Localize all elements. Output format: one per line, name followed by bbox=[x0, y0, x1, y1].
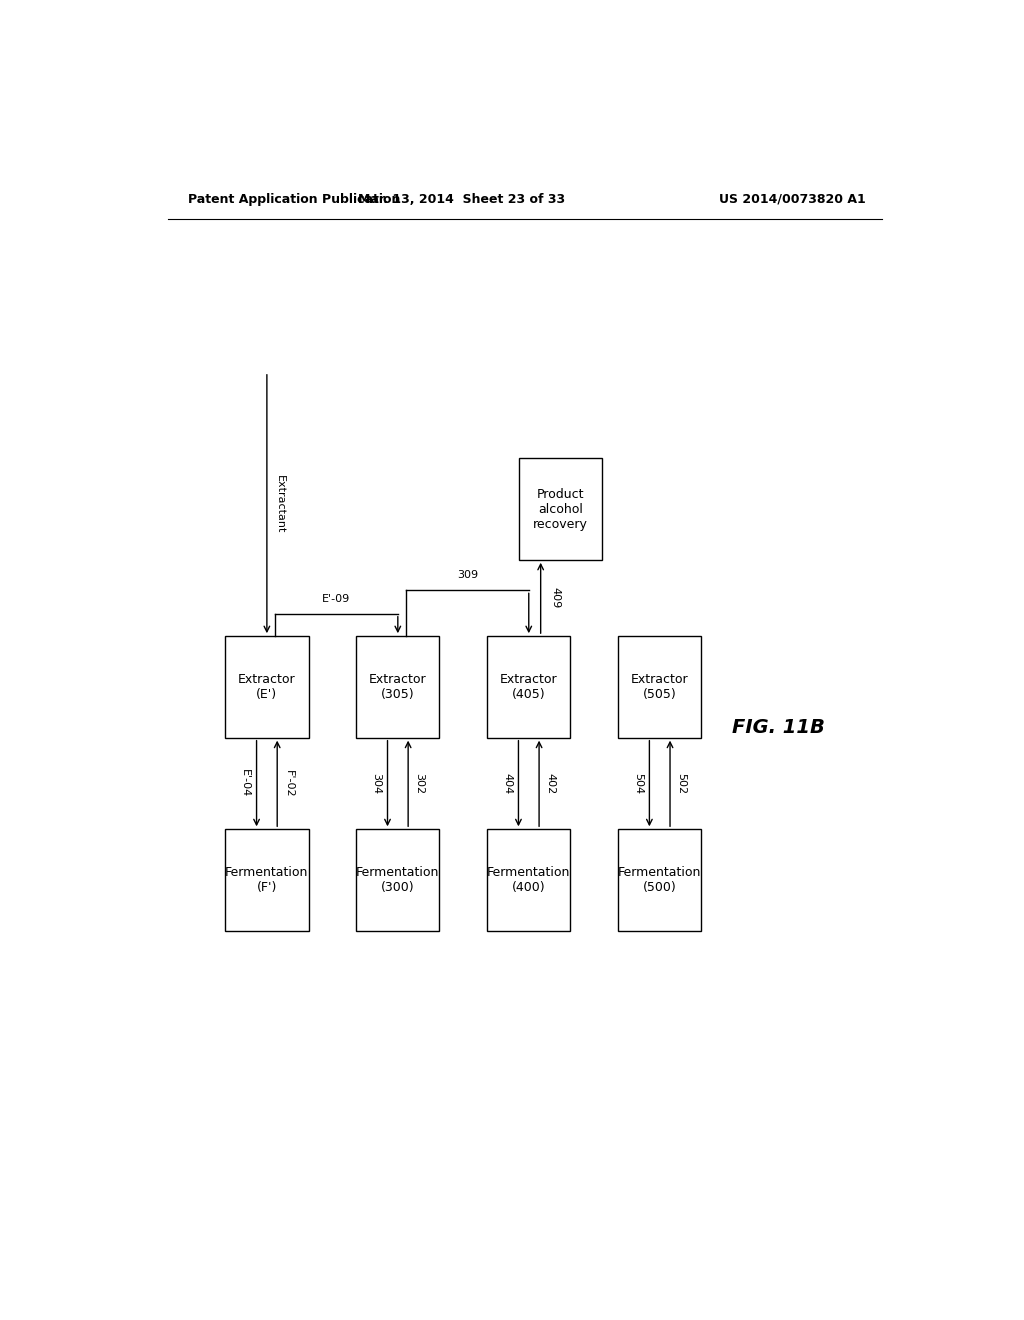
Text: 304: 304 bbox=[371, 774, 381, 795]
Text: US 2014/0073820 A1: US 2014/0073820 A1 bbox=[719, 193, 866, 206]
Text: F'-02: F'-02 bbox=[284, 770, 294, 797]
FancyBboxPatch shape bbox=[225, 829, 308, 931]
Text: 502: 502 bbox=[677, 774, 686, 795]
Text: 504: 504 bbox=[633, 774, 643, 795]
FancyBboxPatch shape bbox=[618, 829, 701, 931]
FancyBboxPatch shape bbox=[519, 458, 602, 560]
FancyBboxPatch shape bbox=[487, 636, 570, 738]
Text: Extractor
(305): Extractor (305) bbox=[369, 673, 427, 701]
Text: Fermentation
(F'): Fermentation (F') bbox=[225, 866, 308, 894]
FancyBboxPatch shape bbox=[618, 636, 701, 738]
Text: Extractor
(505): Extractor (505) bbox=[631, 673, 688, 701]
Text: Fermentation
(500): Fermentation (500) bbox=[618, 866, 701, 894]
Text: 302: 302 bbox=[415, 774, 425, 795]
Text: Patent Application Publication: Patent Application Publication bbox=[187, 193, 400, 206]
FancyBboxPatch shape bbox=[487, 829, 570, 931]
Text: Fermentation
(300): Fermentation (300) bbox=[356, 866, 439, 894]
Text: 309: 309 bbox=[457, 570, 478, 581]
FancyBboxPatch shape bbox=[356, 829, 439, 931]
Text: 409: 409 bbox=[550, 587, 560, 609]
Text: Mar. 13, 2014  Sheet 23 of 33: Mar. 13, 2014 Sheet 23 of 33 bbox=[357, 193, 565, 206]
FancyBboxPatch shape bbox=[356, 636, 439, 738]
Text: Extractant: Extractant bbox=[274, 475, 285, 533]
Text: E'-09: E'-09 bbox=[323, 594, 350, 603]
FancyBboxPatch shape bbox=[225, 636, 308, 738]
Text: 404: 404 bbox=[502, 774, 512, 795]
Text: Extractor
(E'): Extractor (E') bbox=[238, 673, 296, 701]
Text: E'-04: E'-04 bbox=[241, 770, 250, 797]
Text: 402: 402 bbox=[546, 774, 555, 795]
Text: Fermentation
(400): Fermentation (400) bbox=[487, 866, 570, 894]
Text: FIG. 11B: FIG. 11B bbox=[732, 718, 825, 737]
Text: Product
alcohol
recovery: Product alcohol recovery bbox=[534, 487, 588, 531]
Text: Extractor
(405): Extractor (405) bbox=[500, 673, 558, 701]
